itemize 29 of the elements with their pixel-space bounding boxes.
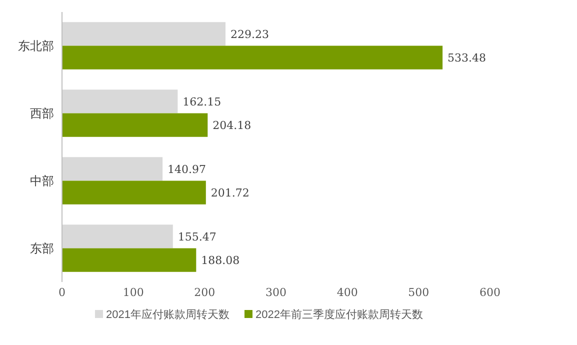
data-label: 229.23 bbox=[230, 28, 270, 41]
data-label: 533.48 bbox=[448, 52, 486, 65]
x-tick-label: 400 bbox=[336, 286, 358, 299]
bar bbox=[62, 22, 226, 46]
data-label: 162.15 bbox=[182, 95, 222, 108]
legend-label: 2021年应付账款周转天数 bbox=[106, 308, 230, 321]
x-tick-label: 300 bbox=[266, 286, 286, 299]
bar bbox=[62, 180, 206, 204]
data-label: 188.08 bbox=[201, 254, 240, 268]
data-label: 155.47 bbox=[178, 230, 216, 244]
bar bbox=[62, 157, 163, 181]
data-label: 140.97 bbox=[168, 162, 206, 176]
bar bbox=[62, 113, 208, 137]
bar bbox=[62, 90, 178, 114]
legend-label: 2022年前三季度应付账款周转天数 bbox=[255, 308, 423, 321]
x-tick-label: 200 bbox=[194, 286, 216, 299]
x-tick-label: 500 bbox=[408, 286, 430, 299]
bar bbox=[62, 224, 173, 248]
data-label: 201.72 bbox=[210, 186, 250, 200]
y-tick-label: 东北部 bbox=[18, 38, 54, 53]
data-label: 204.18 bbox=[212, 119, 252, 132]
y-tick-label: 西部 bbox=[30, 106, 54, 120]
y-tick-label: 东部 bbox=[30, 241, 54, 256]
x-tick-label: 100 bbox=[122, 286, 144, 299]
x-tick-label: 0 bbox=[58, 286, 66, 299]
y-tick-label: 中部 bbox=[30, 174, 54, 188]
x-tick-label: 600 bbox=[480, 286, 500, 299]
bar bbox=[62, 46, 443, 70]
bar bbox=[62, 248, 196, 272]
